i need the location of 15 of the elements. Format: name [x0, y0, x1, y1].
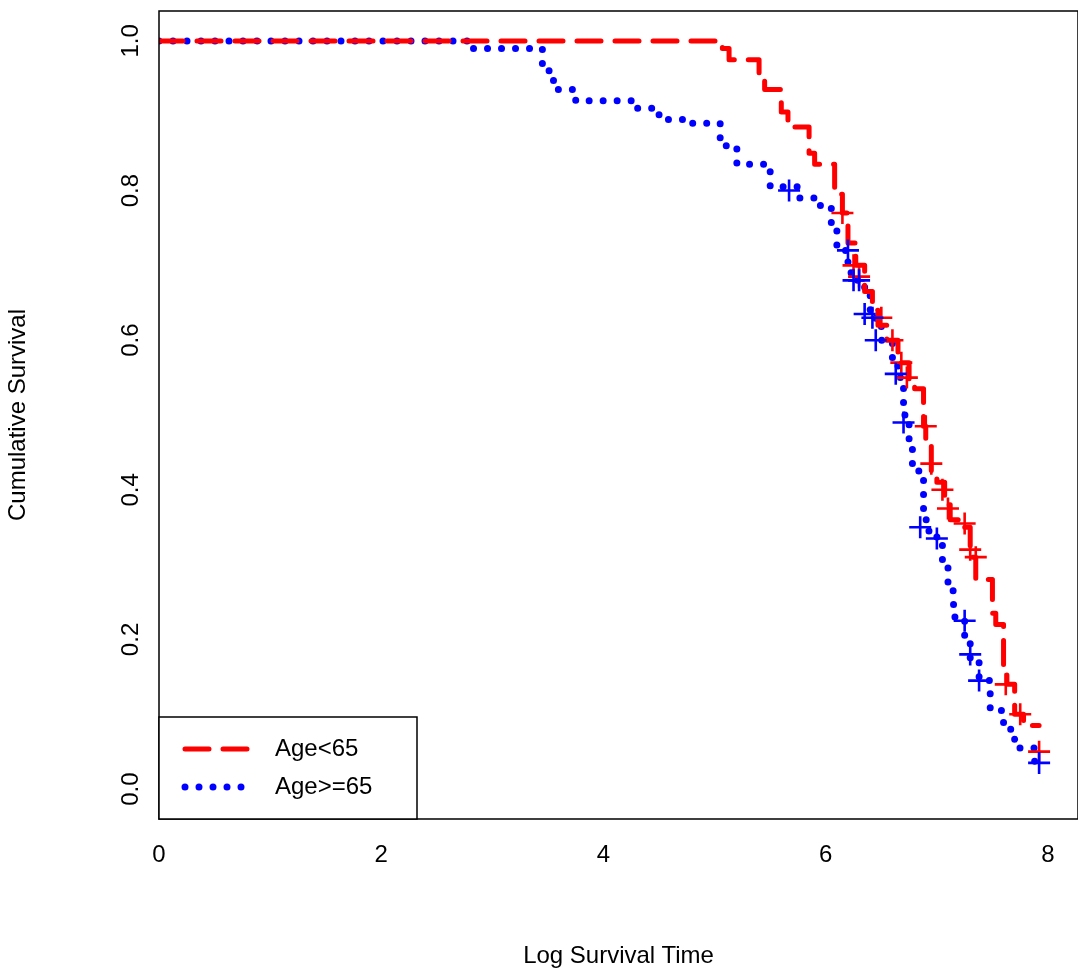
x-tick-label: 8	[1041, 840, 1055, 868]
y-axis-title: Cumulative Survival	[3, 308, 31, 522]
x-axis-title: Log Survival Time	[523, 941, 714, 969]
y-tick-label: 1.0	[115, 24, 143, 58]
y-tick-label: 0.6	[115, 323, 143, 357]
x-tick-label: 0	[152, 840, 166, 868]
x-tick-label: 4	[596, 840, 611, 868]
legend-label: Age<65	[275, 733, 359, 761]
y-tick-label: 0.0	[115, 772, 143, 806]
legend-label: Age>=65	[275, 771, 373, 799]
y-tick-label: 0.8	[115, 173, 143, 208]
y-tick-label: 0.2	[115, 622, 143, 657]
x-tick-label: 6	[819, 840, 833, 868]
x-tick-label: 2	[374, 840, 388, 868]
y-tick-label: 0.4	[115, 473, 143, 507]
